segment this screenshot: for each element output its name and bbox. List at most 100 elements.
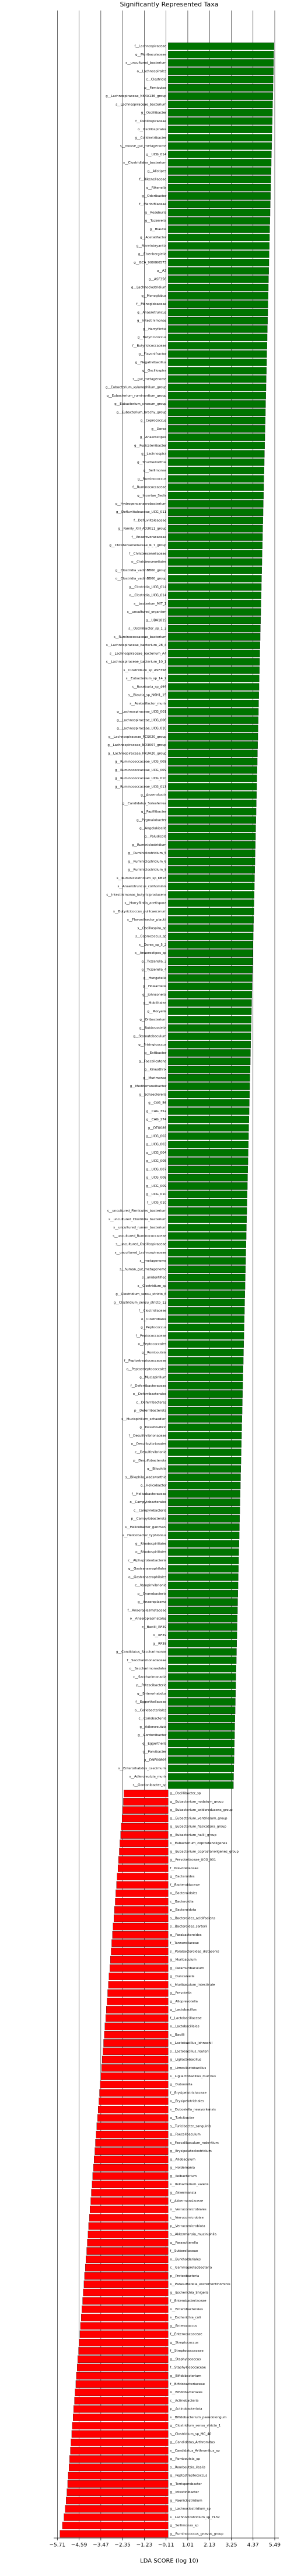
category-label: f__Defluviitaleaceae	[134, 519, 167, 522]
category-label: o__Oscillospirales	[138, 128, 166, 131]
category-label: f__Rikenellaceae	[139, 178, 167, 182]
bar	[168, 899, 254, 907]
bar	[168, 42, 274, 50]
bar	[168, 758, 258, 766]
bar	[168, 799, 257, 807]
bar	[168, 567, 262, 574]
bar	[168, 400, 266, 408]
bar	[168, 708, 259, 716]
category-label: o__Rhodospirillales	[135, 1551, 166, 1554]
bar	[168, 1373, 243, 1381]
x-tick-label: −3.47	[93, 2543, 109, 2549]
category-label: g__Anaerostipes	[140, 436, 167, 439]
bar	[168, 1116, 249, 1123]
bar	[168, 533, 263, 541]
bar	[168, 1448, 242, 1456]
bar	[73, 2414, 169, 2421]
category-label: g__Ruminococcaceae_UCG_010	[115, 777, 167, 780]
category-label: p__Cyanobacteria	[138, 1592, 167, 1596]
category-label: g__Lachnospiraceae_FCS020_group	[108, 735, 167, 739]
category-label: g__Eggerthella	[142, 1742, 166, 1745]
category-label: o__Verrucomicrobiales	[170, 2208, 206, 2212]
bar	[168, 1174, 248, 1182]
category-label: g__Colidextribacter	[135, 136, 167, 140]
bar	[168, 1457, 242, 1464]
bar	[60, 2530, 169, 2538]
category-label: g__Bifidobacterium	[170, 2374, 201, 2378]
category-label: g__Parasutterella	[170, 2241, 198, 2245]
bar	[83, 2280, 169, 2288]
bar	[116, 1881, 169, 1889]
bar	[168, 891, 254, 899]
bar	[168, 1190, 247, 1198]
bar	[168, 908, 254, 915]
category-label: g__Allobaculum	[170, 2158, 195, 2161]
bar	[168, 1157, 249, 1165]
bar	[168, 1765, 234, 1772]
category-label: s__unidentified	[142, 1276, 166, 1280]
category-label: g__Stomatobaculum	[133, 1035, 166, 1039]
bar	[120, 1831, 169, 1839]
category-label: o__Lachnospirales	[137, 70, 167, 73]
bar	[168, 167, 271, 175]
bar	[93, 2164, 169, 2172]
bar	[168, 359, 267, 366]
category-label: o__Desulfovibrionales	[131, 1443, 167, 1446]
category-label: s__Bilophila_wadsworthia	[125, 1476, 167, 1479]
category-label: g__Peptococcus	[141, 1326, 166, 1329]
x-tick-label: −5.71	[50, 2543, 66, 2549]
bar	[72, 2422, 169, 2429]
bar	[168, 1257, 246, 1265]
bar	[168, 1648, 237, 1656]
category-label: f__Christensenellaceae	[129, 552, 167, 556]
category-label: g__UCG_010	[146, 1193, 166, 1196]
category-label: g__Howardella	[143, 985, 167, 988]
category-label: s__Bacteroides_acidifaciens	[170, 1917, 215, 1920]
category-label: f__Lachnospiraceae	[134, 45, 166, 48]
bar	[168, 292, 268, 300]
bar	[69, 2463, 169, 2471]
category-label: s__Ruminococcaceae_bacterium	[114, 636, 166, 639]
bar	[168, 259, 270, 266]
category-label: g__Lactobacillus	[170, 2008, 197, 2012]
bar	[168, 1723, 235, 1731]
bar	[82, 2306, 169, 2313]
x-tick-label: 4.37	[247, 2543, 259, 2549]
category-label: g__Paramuribaculum	[170, 1967, 204, 1970]
bar	[168, 808, 257, 815]
bar	[168, 1324, 244, 1331]
category-label: g__DNF00809	[144, 1759, 167, 1762]
bar	[91, 2189, 169, 2197]
category-label: s__Lachnospiraceae_bacterium	[116, 103, 166, 106]
category-label: g__Desulfovibrio	[139, 1426, 167, 1429]
bar	[168, 459, 265, 466]
x-tick-label: 5.49	[269, 2543, 281, 2549]
bar	[113, 1922, 169, 1931]
category-label: g__Peptostreptococcus	[170, 2474, 207, 2478]
bar	[168, 1382, 243, 1390]
category-label: g__Hungatella	[144, 977, 167, 980]
bar	[168, 1149, 249, 1157]
category-label: f__Oscillospiraceae	[135, 120, 167, 123]
category-label: c__Vampirivibrionia	[135, 1584, 166, 1588]
category-label: s__uncultured_Ruminococcaceae	[113, 1234, 167, 1238]
bar	[168, 1756, 235, 1764]
category-label: f__Eggerthellaceae	[135, 1700, 167, 1704]
bar	[168, 724, 258, 732]
category-label: s__Clostridiales_bacterium	[123, 161, 166, 165]
category-label: f__Peptococcaceae	[136, 1334, 167, 1338]
category-label: g__Roseburia	[145, 211, 166, 214]
category-label: o__Lactobacillales	[170, 2025, 199, 2029]
category-label: g__Eubacterium_xylanophilum_group	[106, 386, 167, 390]
category-label: s__Akkermansia_muciniphila	[170, 2233, 216, 2237]
bar	[168, 583, 262, 591]
category-label: g__Holdemania	[170, 2167, 195, 2170]
bar	[168, 1631, 237, 1639]
category-label: o__Bacteroidales	[170, 1892, 197, 1895]
category-label: s__Butyricicoccus_pullicaecorum	[113, 910, 166, 914]
category-label: o__Saccharimonadales	[130, 1667, 167, 1671]
bar	[66, 2497, 169, 2505]
bar	[168, 1332, 244, 1340]
category-label: g__UCG_005	[146, 1159, 166, 1163]
category-label: g__Intestinibacter	[170, 2491, 199, 2494]
